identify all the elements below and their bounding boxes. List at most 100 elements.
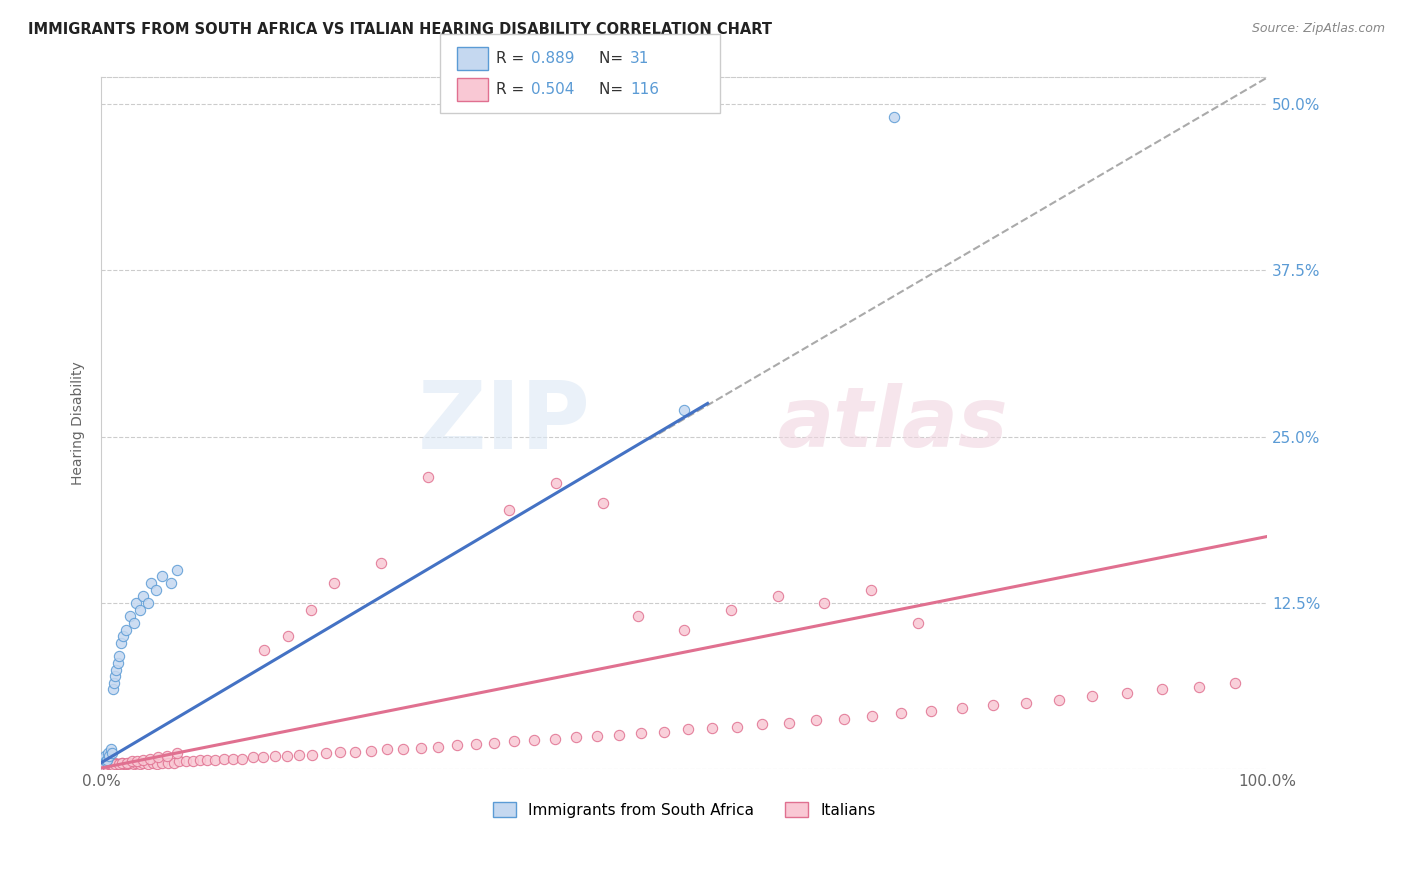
Point	[107, 756, 129, 771]
Point	[103, 758, 125, 772]
Point	[166, 747, 188, 761]
Point	[98, 756, 121, 771]
Point	[100, 756, 122, 770]
Point	[114, 623, 136, 637]
Point	[111, 756, 134, 770]
Point	[96, 753, 118, 767]
Point	[907, 615, 929, 630]
Point	[98, 756, 121, 771]
Point	[107, 656, 129, 670]
Point	[778, 715, 800, 730]
Y-axis label: Hearing Disability: Hearing Disability	[72, 361, 86, 485]
Point	[107, 756, 129, 771]
Point	[242, 750, 264, 764]
Point	[112, 629, 135, 643]
Point	[859, 582, 882, 597]
Point	[416, 469, 439, 483]
Point	[464, 737, 486, 751]
Point	[299, 602, 322, 616]
Point	[288, 747, 311, 762]
Point	[100, 758, 122, 772]
Point	[503, 734, 526, 748]
Point	[145, 582, 167, 597]
Point	[104, 669, 127, 683]
Point	[375, 742, 398, 756]
Point	[100, 747, 122, 761]
Point	[150, 756, 173, 770]
Point	[1152, 682, 1174, 697]
Point	[370, 556, 392, 570]
Text: 0.504: 0.504	[531, 82, 575, 96]
Point	[115, 756, 138, 770]
Point	[176, 754, 198, 768]
Point	[427, 739, 450, 754]
Point	[950, 701, 973, 715]
Point	[544, 476, 567, 491]
Point	[315, 747, 337, 761]
Point	[93, 759, 115, 773]
Point	[101, 756, 124, 771]
Point	[195, 753, 218, 767]
Point	[97, 759, 120, 773]
Point	[720, 602, 742, 616]
Point	[725, 720, 748, 734]
Point	[585, 729, 607, 743]
Point	[98, 749, 121, 764]
Point	[91, 756, 114, 770]
Point	[1047, 693, 1070, 707]
Point	[804, 713, 827, 727]
Text: 31: 31	[630, 52, 650, 66]
Point	[136, 596, 159, 610]
Point	[120, 609, 142, 624]
Point	[110, 636, 132, 650]
Point	[921, 704, 943, 718]
Point	[93, 752, 115, 766]
Point	[122, 615, 145, 630]
Point	[222, 752, 245, 766]
Point	[100, 742, 122, 756]
Point	[96, 756, 118, 770]
Point	[125, 596, 148, 610]
Text: ZIP: ZIP	[418, 377, 591, 469]
Point	[148, 750, 170, 764]
Point	[981, 698, 1004, 713]
Text: IMMIGRANTS FROM SOUTH AFRICA VS ITALIAN HEARING DISABILITY CORRELATION CHART: IMMIGRANTS FROM SOUTH AFRICA VS ITALIAN …	[28, 22, 772, 37]
Point	[100, 758, 122, 772]
Point	[103, 675, 125, 690]
Point	[111, 756, 134, 770]
Point	[523, 733, 546, 747]
Point	[253, 642, 276, 657]
Point	[301, 747, 323, 762]
Point	[128, 756, 150, 771]
Point	[141, 756, 163, 770]
Point	[498, 503, 520, 517]
Point	[1223, 675, 1246, 690]
Point	[136, 756, 159, 771]
Point	[101, 758, 124, 772]
Point	[883, 111, 905, 125]
Point	[832, 712, 855, 726]
Point	[766, 590, 789, 604]
Point	[122, 756, 145, 771]
Point	[104, 756, 127, 770]
Point	[120, 756, 142, 770]
Point	[94, 756, 117, 771]
Point	[673, 623, 696, 637]
Point	[155, 749, 177, 764]
Point	[114, 756, 136, 771]
Point	[121, 754, 143, 768]
Point	[702, 721, 724, 735]
Point	[104, 756, 127, 771]
Point	[592, 496, 614, 510]
Point	[446, 739, 468, 753]
Point	[97, 747, 120, 761]
Point	[751, 717, 773, 731]
Point	[94, 754, 117, 768]
Point	[813, 596, 835, 610]
Point	[252, 750, 274, 764]
Point	[107, 649, 129, 664]
Point	[115, 756, 138, 771]
Point	[654, 725, 676, 739]
Point	[146, 756, 169, 771]
Point	[108, 758, 131, 772]
